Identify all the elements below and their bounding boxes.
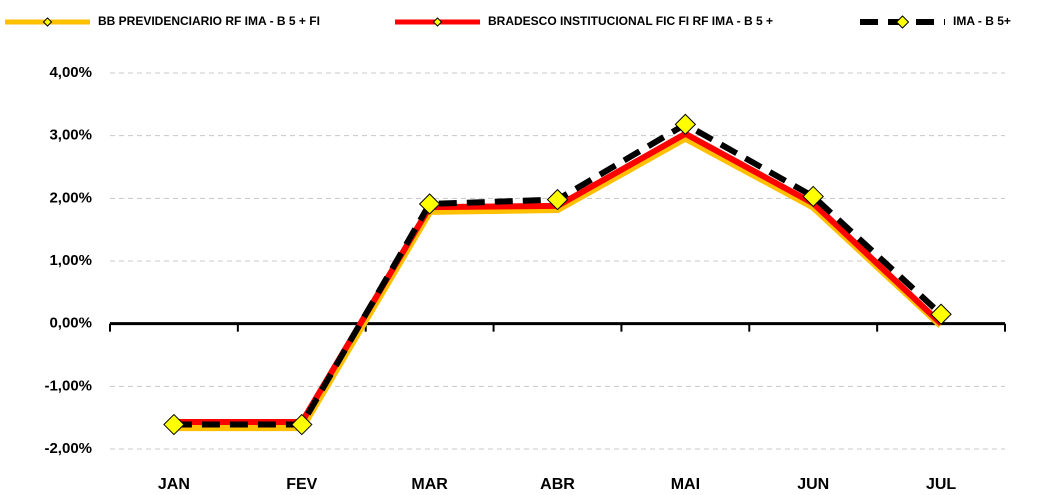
y-tick-label: -1,00% [44, 377, 92, 394]
legend-marker [432, 17, 443, 27]
y-tick-label: 0,00% [49, 315, 92, 332]
x-tick-label: MAR [411, 476, 448, 493]
y-tick-label: 3,00% [49, 127, 92, 144]
y-tick-label: -2,00% [44, 440, 92, 457]
series-line [173, 130, 944, 426]
marker [163, 413, 185, 436]
x-tick-label: JUN [797, 476, 829, 493]
y-tick-label: 4,00% [49, 64, 92, 81]
x-tick-label: ABR [540, 476, 575, 493]
legend-label: BRADESCO INSTITUCIONAL FIC FI RF IMA - B… [488, 14, 773, 28]
x-tick-label: FEV [286, 476, 317, 493]
legend-marker [42, 17, 53, 27]
legend-label: BB PREVIDENCIARIO RF IMA - B 5 + FI [98, 14, 320, 28]
legend-label: IMA - B 5+ [953, 14, 1011, 28]
y-tick-label: 2,00% [49, 189, 92, 206]
marker [674, 113, 697, 136]
marker [546, 188, 569, 211]
y-tick-label: 1,00% [49, 252, 92, 269]
series-line [173, 121, 944, 428]
x-tick-label: JAN [158, 476, 190, 493]
x-tick-label: MAI [671, 476, 700, 493]
marker [418, 193, 441, 215]
marker [291, 413, 313, 436]
legend-marker [895, 15, 910, 29]
x-tick-label: JUL [926, 476, 956, 493]
marker [930, 303, 952, 325]
marker [802, 185, 824, 208]
series-line [173, 133, 944, 432]
